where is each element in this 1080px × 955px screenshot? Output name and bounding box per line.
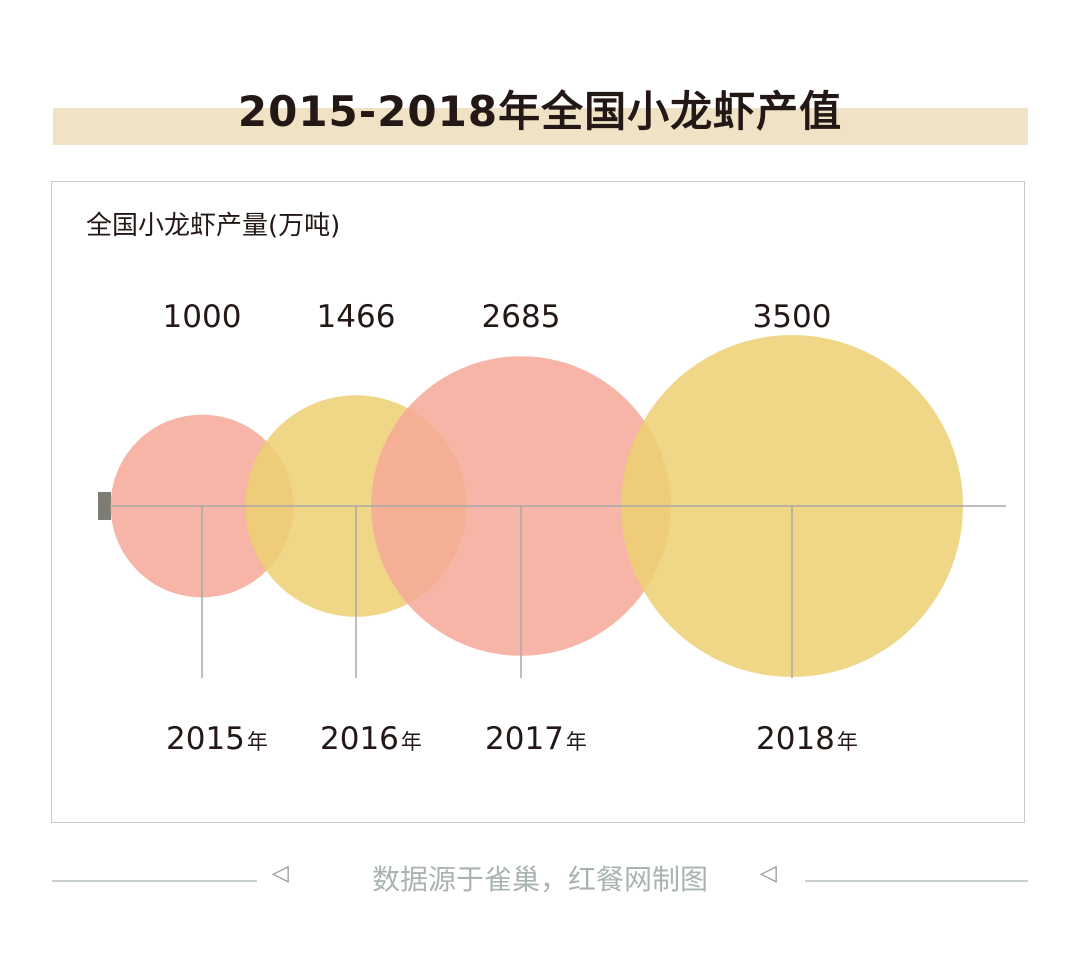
axis-start-marker (98, 492, 111, 520)
footer-line-left (52, 880, 257, 882)
source-note: 数据源于雀巢，红餐网制图 (371, 863, 708, 896)
chart-title: 2015-2018年全国小龙虾产值 (237, 87, 843, 136)
year-label-2018: 2018年 (756, 721, 858, 757)
year-label-2016: 2016年 (320, 721, 422, 757)
triangle-left-icon: ◁ (272, 861, 289, 886)
triangle-right-icon: ◁ (760, 861, 777, 886)
value-label-2017: 2685 (482, 299, 561, 335)
value-label-2018: 3500 (753, 299, 832, 335)
year-label-2015: 2015年 (166, 721, 268, 757)
value-label-2015: 1000 (163, 299, 242, 335)
title-band (53, 108, 1028, 145)
unit-label: 全国小龙虾产量(万吨) (86, 211, 341, 241)
year-label-2017: 2017年 (485, 721, 587, 757)
footer-line-right (805, 880, 1028, 882)
value-label-2016: 1466 (317, 299, 396, 335)
chart-frame (51, 181, 1025, 823)
